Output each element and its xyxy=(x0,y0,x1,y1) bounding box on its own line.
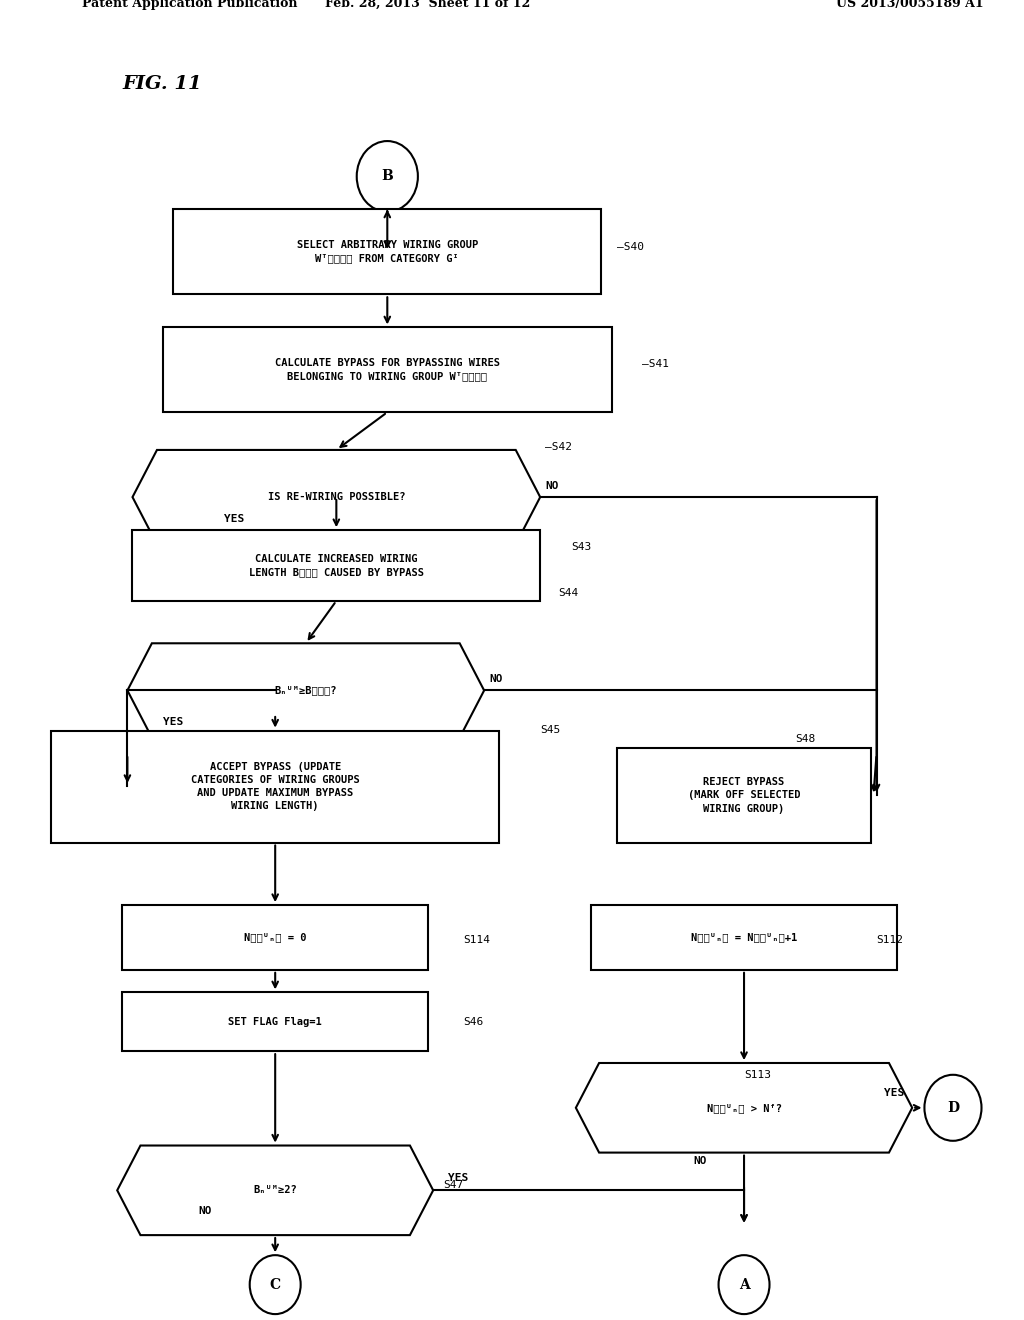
Text: Nᴄᴘᵁₙᴛ = 0: Nᴄᴘᵁₙᴛ = 0 xyxy=(244,932,306,942)
Text: YES: YES xyxy=(884,1088,904,1098)
FancyBboxPatch shape xyxy=(163,327,611,412)
Text: D: D xyxy=(947,1101,959,1115)
Text: REJECT BYPASS
(MARK OFF SELECTED
WIRING GROUP): REJECT BYPASS (MARK OFF SELECTED WIRING … xyxy=(688,777,801,813)
FancyBboxPatch shape xyxy=(122,906,428,970)
Polygon shape xyxy=(132,450,541,544)
FancyBboxPatch shape xyxy=(51,730,500,842)
Text: CALCULATE BYPASS FOR BYPASSING WIRES
BELONGING TO WIRING GROUP Wᵀᴀᴃᴇᴛ: CALCULATE BYPASS FOR BYPASSING WIRES BEL… xyxy=(274,358,500,381)
Text: YES: YES xyxy=(224,513,245,524)
Text: —S40: —S40 xyxy=(616,242,644,252)
FancyBboxPatch shape xyxy=(122,993,428,1051)
Circle shape xyxy=(356,141,418,211)
Text: NO: NO xyxy=(693,1156,707,1167)
Text: S44: S44 xyxy=(558,589,579,598)
Text: Bₙᵁᴹ≥2?: Bₙᵁᴹ≥2? xyxy=(253,1185,297,1196)
Circle shape xyxy=(925,1074,982,1140)
Text: US 2013/0055189 A1: US 2013/0055189 A1 xyxy=(836,0,983,11)
Text: NO: NO xyxy=(546,480,559,491)
Text: NO: NO xyxy=(489,675,503,684)
Text: C: C xyxy=(269,1278,281,1292)
Text: B: B xyxy=(381,169,393,183)
Text: —S42: —S42 xyxy=(546,442,572,451)
Text: —S41: —S41 xyxy=(642,359,669,370)
Polygon shape xyxy=(127,643,484,738)
Text: S43: S43 xyxy=(570,543,591,552)
Text: CALCULATE INCREASED WIRING
LENGTH Bᴀᴅᴅ CAUSED BY BYPASS: CALCULATE INCREASED WIRING LENGTH Bᴀᴅᴅ C… xyxy=(249,554,424,577)
Text: Patent Application Publication: Patent Application Publication xyxy=(82,0,297,11)
FancyBboxPatch shape xyxy=(132,531,541,601)
Text: Nᴄᴘᵁₙᴛ = Nᴄᴘᵁₙᴛ+1: Nᴄᴘᵁₙᴛ = Nᴄᴘᵁₙᴛ+1 xyxy=(691,932,797,942)
Text: S48: S48 xyxy=(795,734,815,744)
Text: YES: YES xyxy=(163,717,183,726)
Text: Feb. 28, 2013  Sheet 11 of 12: Feb. 28, 2013 Sheet 11 of 12 xyxy=(326,0,530,11)
Text: S113: S113 xyxy=(744,1071,771,1080)
Text: FIG. 11: FIG. 11 xyxy=(122,75,202,92)
Text: S46: S46 xyxy=(464,1018,484,1027)
Text: S114: S114 xyxy=(464,935,490,945)
FancyBboxPatch shape xyxy=(173,210,601,294)
Text: SELECT ARBITRARY WIRING GROUP
Wᵀᴀᴃᴇᴛ FROM CATEGORY Gᴵ: SELECT ARBITRARY WIRING GROUP Wᵀᴀᴃᴇᴛ FRO… xyxy=(297,240,478,264)
Polygon shape xyxy=(575,1063,912,1152)
Text: S112: S112 xyxy=(877,935,903,945)
FancyBboxPatch shape xyxy=(591,906,897,970)
Text: S45: S45 xyxy=(541,725,560,735)
Circle shape xyxy=(719,1255,769,1315)
Text: A: A xyxy=(738,1278,750,1292)
Text: YES: YES xyxy=(449,1173,469,1183)
Text: Bₙᵁᴹ≥Bᴀᴅᴅ?: Bₙᵁᴹ≥Bᴀᴅᴅ? xyxy=(274,685,337,696)
Text: Nᴄᴘᵁₙᴛ > Nᶠ?: Nᴄᴘᵁₙᴛ > Nᶠ? xyxy=(707,1102,781,1113)
Text: NO: NO xyxy=(199,1206,212,1216)
Polygon shape xyxy=(117,1146,433,1236)
Text: IS RE-WIRING POSSIBLE?: IS RE-WIRING POSSIBLE? xyxy=(267,492,406,502)
Text: ACCEPT BYPASS (UPDATE
CATEGORIES OF WIRING GROUPS
AND UPDATE MAXIMUM BYPASS
WIRI: ACCEPT BYPASS (UPDATE CATEGORIES OF WIRI… xyxy=(190,762,359,812)
Circle shape xyxy=(250,1255,301,1315)
Text: SET FLAG Flag=1: SET FLAG Flag=1 xyxy=(228,1016,323,1027)
Text: S47: S47 xyxy=(443,1180,464,1189)
FancyBboxPatch shape xyxy=(616,748,871,842)
